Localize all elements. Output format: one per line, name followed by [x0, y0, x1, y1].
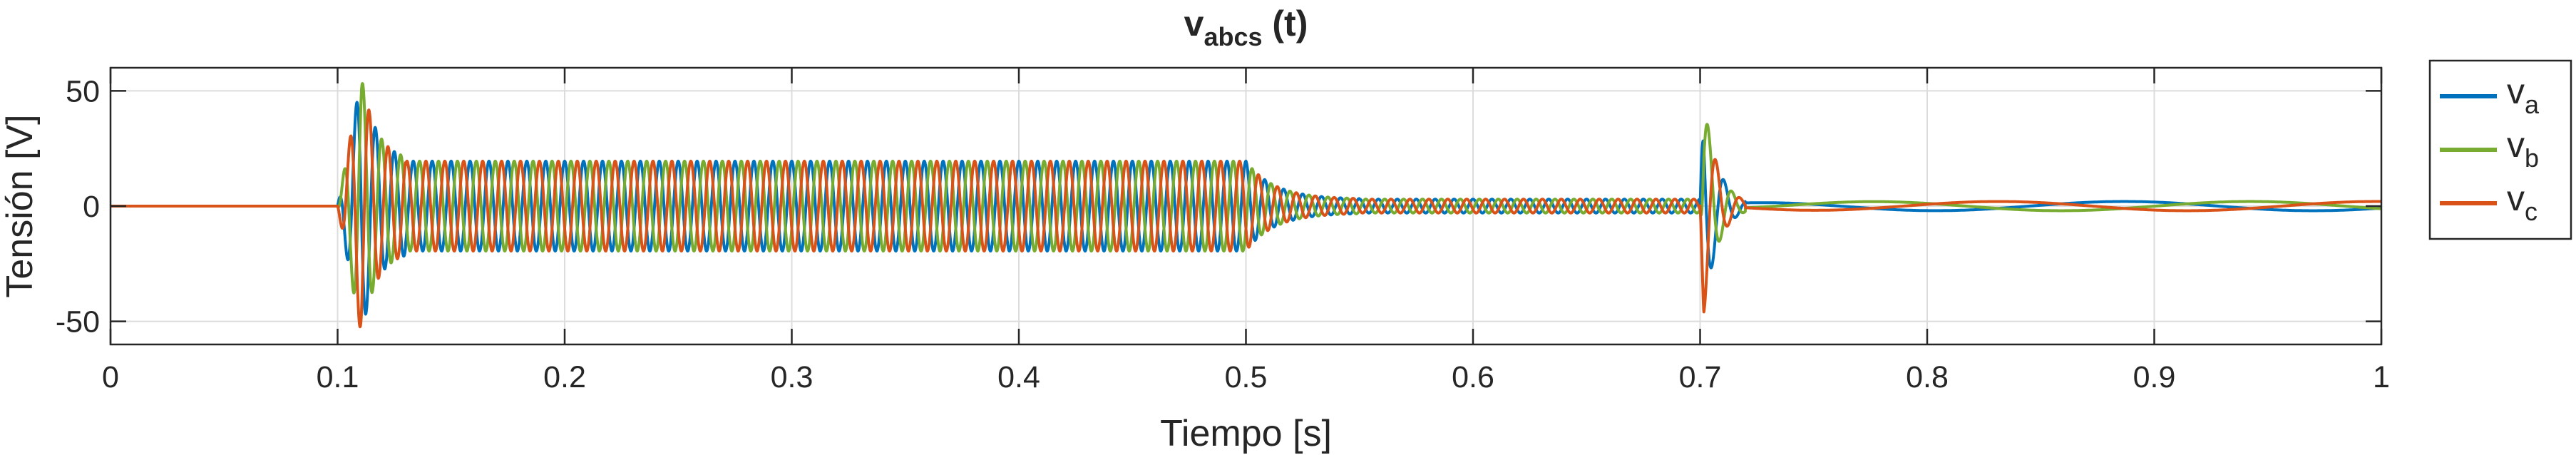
x-tick-label: 0.9 — [2133, 360, 2176, 394]
plot-frame — [109, 66, 2383, 346]
legend-label-sub: b — [2525, 143, 2539, 173]
y-tick-label: -50 — [56, 305, 100, 339]
x-tick-label: 0.7 — [1679, 360, 1722, 394]
legend-label-sub: a — [2525, 90, 2540, 119]
x-tick-label: 0.6 — [1452, 360, 1494, 394]
y-tick-label: 50 — [66, 74, 100, 108]
chart-title-rest: (t) — [1263, 4, 1308, 44]
legend-label-main: v — [2507, 71, 2525, 111]
chart-title-main: v — [1184, 4, 1204, 44]
series-group — [111, 82, 2381, 329]
x-tick-label: 0.1 — [317, 360, 359, 394]
x-tick-label: 0.2 — [543, 360, 586, 394]
x-tick-label: 1 — [2373, 360, 2390, 394]
chart-title: vabcs (t) — [1184, 4, 1308, 51]
x-tick-label: 0.3 — [771, 360, 814, 394]
x-axis-label: Tiempo [s] — [1160, 413, 1332, 454]
chart-title-sub: abcs — [1204, 22, 1262, 51]
x-tick-label: 0.4 — [997, 360, 1040, 394]
x-tick-label: 0.8 — [1906, 360, 1949, 394]
series-line-c — [111, 108, 2381, 329]
legend-label-b: vb — [2507, 125, 2539, 173]
y-tick-label: 0 — [83, 190, 100, 224]
x-tick-label: 0 — [102, 360, 119, 394]
legend-box — [2428, 59, 2572, 240]
x-tick-label: 0.5 — [1225, 360, 1268, 394]
legend-label-main: v — [2507, 125, 2525, 165]
legend-label-main: v — [2507, 178, 2525, 218]
legend-label-c: vc — [2507, 178, 2537, 226]
legend-label-a: va — [2507, 71, 2540, 119]
y-axis-label: Tensión [V] — [0, 114, 41, 297]
legend-label-sub: c — [2525, 197, 2537, 226]
